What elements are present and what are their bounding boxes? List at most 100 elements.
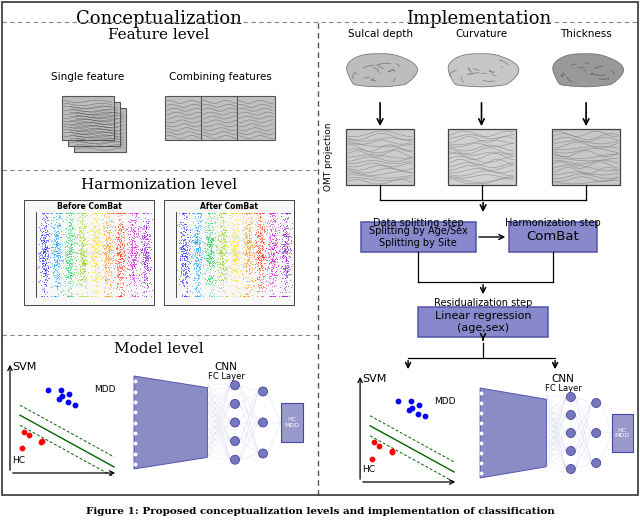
Point [78, 211, 88, 219]
Point [127, 271, 138, 279]
Point [177, 252, 188, 260]
Point [181, 272, 191, 281]
Point [141, 279, 152, 288]
Point [105, 276, 115, 284]
Point [98, 241, 108, 249]
Point [193, 292, 203, 300]
Point [229, 251, 239, 259]
Point [78, 245, 88, 253]
Point [180, 269, 190, 278]
Point [257, 234, 268, 242]
Point [65, 277, 76, 285]
Point [180, 292, 191, 300]
Point [279, 292, 289, 300]
Point [87, 254, 97, 263]
Point [193, 292, 203, 300]
Point [131, 266, 141, 275]
Point [65, 246, 76, 254]
Point [245, 244, 255, 252]
Point [91, 269, 101, 278]
Point [67, 213, 77, 222]
Point [203, 258, 213, 267]
Point [227, 246, 237, 254]
Point [79, 251, 89, 259]
Point [204, 214, 214, 222]
Point [280, 228, 290, 237]
Point [129, 292, 140, 300]
Point [255, 211, 265, 220]
Point [202, 235, 212, 243]
Point [202, 232, 212, 240]
Point [65, 269, 75, 277]
Point [145, 237, 156, 246]
Point [250, 276, 260, 284]
Point [223, 263, 234, 271]
Point [79, 222, 90, 230]
Point [127, 256, 138, 265]
Point [101, 234, 111, 242]
Point [65, 258, 76, 267]
Point [76, 252, 86, 260]
Point [241, 233, 251, 242]
Point [194, 287, 204, 296]
Point [281, 221, 291, 230]
Point [91, 258, 101, 267]
Point [245, 259, 255, 268]
Point [205, 242, 215, 251]
Point [67, 274, 77, 282]
Point [284, 246, 294, 254]
Point [226, 235, 236, 244]
Point [266, 256, 276, 265]
Point [202, 244, 212, 252]
Point [108, 276, 118, 285]
Point [132, 242, 143, 251]
Point [218, 227, 228, 236]
Circle shape [566, 465, 575, 474]
Point [106, 267, 116, 275]
Point [243, 235, 253, 244]
Point [54, 246, 64, 255]
Point [268, 252, 278, 261]
Point [76, 244, 86, 253]
Point [204, 251, 214, 259]
Point [36, 235, 46, 244]
Point [207, 242, 217, 250]
Point [280, 209, 290, 217]
Point [58, 269, 68, 277]
Point [101, 232, 111, 240]
Point [141, 275, 152, 284]
Point [113, 230, 124, 238]
Point [241, 263, 252, 272]
Point [231, 256, 241, 264]
Point [252, 225, 262, 234]
Point [217, 275, 227, 284]
Point [139, 239, 149, 248]
Point [131, 262, 141, 271]
Point [77, 247, 87, 255]
Point [216, 283, 227, 292]
Point [182, 287, 192, 296]
Point [137, 244, 147, 252]
Point [76, 281, 86, 290]
Point [135, 233, 145, 242]
Point [126, 240, 136, 249]
Point [100, 241, 111, 250]
Point [43, 237, 53, 245]
Point [77, 275, 87, 283]
Point [193, 255, 203, 264]
Point [273, 226, 284, 234]
Point [190, 285, 200, 293]
Point [206, 219, 216, 227]
Point [257, 237, 268, 245]
Point [138, 216, 148, 225]
Point [216, 251, 227, 260]
Point [80, 221, 90, 230]
Point [52, 268, 63, 276]
Point [244, 247, 255, 256]
Circle shape [230, 381, 239, 390]
Point [220, 256, 230, 264]
Point [122, 238, 132, 247]
Point [285, 245, 296, 254]
Point [64, 274, 74, 282]
Point [41, 221, 51, 230]
